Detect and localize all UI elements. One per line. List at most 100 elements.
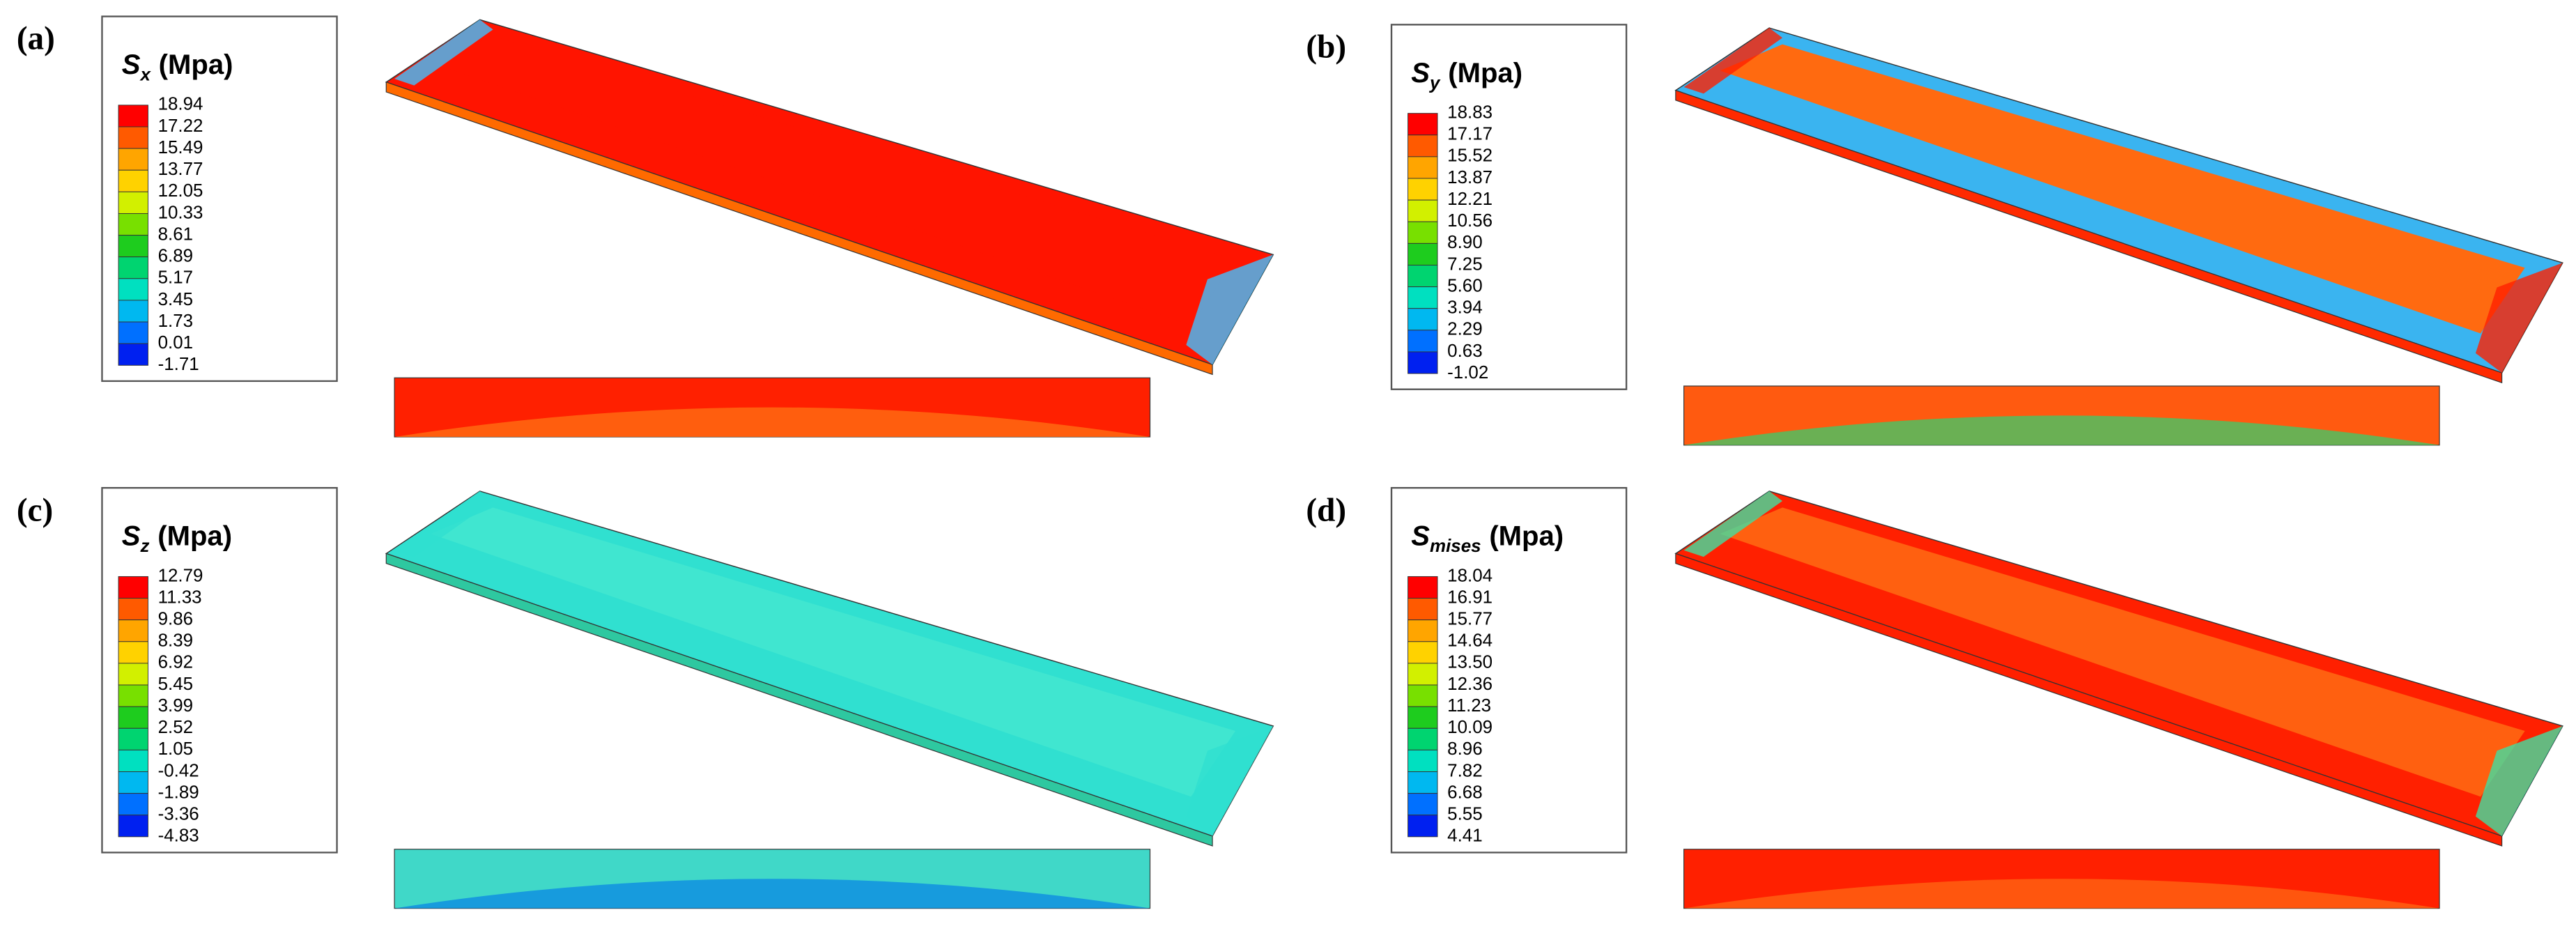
beam-end <box>394 491 493 557</box>
legend-band <box>1407 113 1438 136</box>
legend-band <box>1407 308 1438 331</box>
legend-band <box>1407 641 1438 664</box>
legend-band <box>118 278 148 301</box>
legend-level: 8.61 <box>158 224 193 244</box>
legend-title: Sy (Mpa) <box>1411 58 1522 93</box>
legend-level: 12.36 <box>1447 674 1493 694</box>
legend-level: 17.17 <box>1447 125 1493 144</box>
legend-band <box>118 343 148 366</box>
legend-level: 6.68 <box>1447 782 1482 802</box>
legend-band <box>118 727 148 750</box>
legend-level: 18.94 <box>158 95 203 114</box>
legend-band <box>118 706 148 729</box>
legend-unit: (Mpa) <box>159 49 233 80</box>
legend-level: 5.17 <box>158 268 193 288</box>
legend-level: 2.29 <box>1447 320 1482 339</box>
legend-level: 12.05 <box>158 181 203 201</box>
panel-label: (d) <box>1306 492 1346 528</box>
legend-band <box>118 598 148 621</box>
legend-level: 8.96 <box>1447 739 1482 759</box>
beam-end <box>1683 491 1783 557</box>
legend-band <box>118 148 148 171</box>
legend-band <box>118 749 148 772</box>
legend-symbol: S <box>122 521 141 552</box>
legend-title: Sz (Mpa) <box>122 521 232 556</box>
legend-band <box>118 169 148 192</box>
beam-edge <box>385 82 1213 376</box>
legend-level: 10.09 <box>1447 718 1493 737</box>
legend-band <box>118 321 148 344</box>
legend-level: 0.63 <box>1447 341 1482 361</box>
legend-level: 8.90 <box>1447 233 1482 252</box>
legend-level: 4.41 <box>1447 826 1482 846</box>
legend-band <box>1407 706 1438 729</box>
legend-band <box>1407 684 1438 707</box>
legend-band <box>1407 351 1438 374</box>
beam-edge <box>385 553 1213 847</box>
legend-level: 12.21 <box>1447 190 1493 209</box>
legend-unit: (Mpa) <box>1448 58 1522 88</box>
beam-end <box>2475 725 2563 836</box>
legend-band <box>118 771 148 794</box>
legend-band <box>118 641 148 664</box>
legend-level: 18.04 <box>1447 566 1493 585</box>
legend-title: Smises (Mpa) <box>1411 521 1564 556</box>
legend-level: 1.05 <box>158 739 193 759</box>
legend-band <box>1407 221 1438 244</box>
legend-band <box>118 235 148 258</box>
legend-subscript: y <box>1428 73 1441 93</box>
legend-band <box>118 300 148 323</box>
beam-section-contour <box>394 879 1150 909</box>
legend-band <box>118 619 148 642</box>
beam-edge <box>1675 89 2503 384</box>
legend-level: 15.49 <box>158 138 203 157</box>
legend-level: 2.52 <box>158 718 193 737</box>
legend-band <box>118 815 148 838</box>
legend-level: -1.71 <box>158 355 199 374</box>
legend-band <box>1407 178 1438 201</box>
legend-band <box>1407 134 1438 157</box>
legend-level: 10.56 <box>1447 211 1493 231</box>
legend-level: 6.92 <box>158 653 193 672</box>
legend-level: 8.39 <box>158 631 193 651</box>
legend-band <box>1407 793 1438 816</box>
legend-band <box>118 213 148 236</box>
beam-end <box>1186 725 1274 836</box>
legend-level: 0.01 <box>158 333 193 353</box>
legend-band <box>1407 156 1438 179</box>
legend-band <box>1407 815 1438 838</box>
legend-level: 11.33 <box>158 587 202 607</box>
legend-level: 13.50 <box>1447 653 1493 672</box>
legend-subscript: mises <box>1430 537 1481 556</box>
panel: (b) Sy (Mpa) 18.83 17.17 15.52 13.87 12.21 10.56… <box>1306 24 2563 446</box>
legend-level: 1.73 <box>158 311 193 331</box>
beam-section-contour <box>1683 879 2440 909</box>
legend-level: 15.52 <box>1447 146 1493 166</box>
legend-level: 11.23 <box>1447 696 1491 716</box>
beam-section-contour <box>1683 415 2440 445</box>
legend-symbol: S <box>1411 521 1430 552</box>
legend-unit: (Mpa) <box>1489 521 1564 552</box>
legend-level: 12.79 <box>158 566 203 585</box>
legend-level: 3.45 <box>158 290 193 309</box>
legend-band <box>1407 286 1438 309</box>
legend-symbol: S <box>122 49 141 80</box>
legend-band <box>1407 576 1438 599</box>
beam-end <box>2475 263 2563 373</box>
legend-level: -3.36 <box>158 805 199 824</box>
legend-level: 7.82 <box>1447 761 1482 780</box>
legend-level: 7.25 <box>1447 254 1482 274</box>
legend-band <box>118 191 148 214</box>
legend-band <box>118 684 148 707</box>
legend-level: 3.99 <box>158 696 193 716</box>
beam-end <box>394 20 493 86</box>
beam-inner <box>430 507 1236 797</box>
legend-level: -0.42 <box>158 761 199 780</box>
legend-level: 6.89 <box>158 247 193 266</box>
beam-edge <box>1675 553 2503 847</box>
legend-title: Sx (Mpa) <box>122 49 233 84</box>
legend-band <box>118 663 148 686</box>
legend-level: 15.77 <box>1447 610 1493 629</box>
legend-subscript: z <box>139 537 149 556</box>
